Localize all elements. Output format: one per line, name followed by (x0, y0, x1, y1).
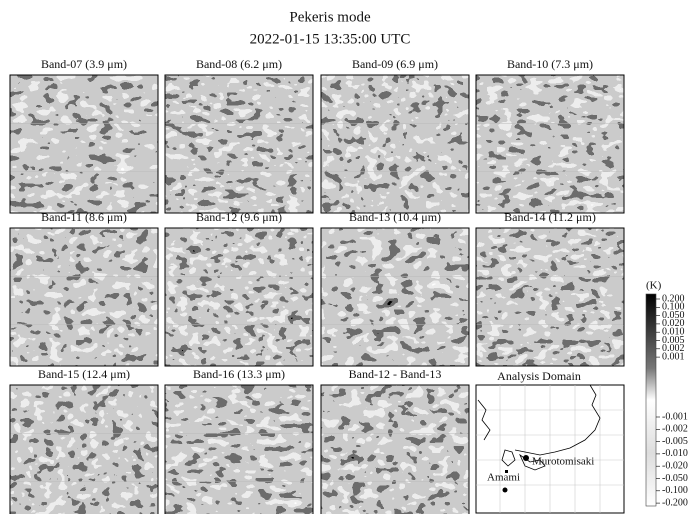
colorbar-tick-label: -0.001 (662, 411, 688, 422)
colorbar: (K) 0.2000.1000.0500.0200.0100.0050.0020… (646, 280, 688, 509)
panel-image (10, 385, 158, 514)
panel-title: Band-11 (8.6 μm) (41, 210, 127, 224)
panel-image (476, 228, 624, 366)
panel-title: Band-12 - Band-13 (349, 367, 442, 381)
site-marker (523, 455, 529, 461)
colorbar-tick-label: -0.020 (662, 460, 688, 471)
panel-title: Band-14 (11.2 μm) (504, 210, 596, 224)
colorbar-tick-label: -0.200 (662, 497, 688, 508)
title: Pekeris mode (289, 9, 371, 25)
colorbar-tick-label: -0.010 (662, 448, 688, 459)
colorbar-tick-label: -0.050 (662, 473, 688, 484)
panel-title: Band-07 (3.9 μm) (41, 57, 127, 71)
colorbar-tick-label: 0.001 (662, 351, 685, 362)
panel-title: Band-09 (6.9 μm) (352, 57, 438, 71)
panel-image (165, 75, 313, 213)
panel-title: Band-16 (13.3 μm) (193, 367, 285, 381)
colorbar-tick-label: -0.100 (662, 485, 688, 496)
site-marker (503, 488, 508, 493)
colorbar-tick-label: -0.002 (662, 424, 688, 435)
map-title: Analysis Domain (497, 369, 581, 383)
panel-image (165, 228, 313, 366)
panel-title: Band-10 (7.3 μm) (507, 57, 593, 71)
panel-image (10, 228, 158, 366)
colorbar-unit: (K) (646, 280, 662, 292)
figure: Pekeris mode 2022-01-15 13:35:00 UTC Ban… (0, 0, 700, 514)
panel-title: Band-15 (12.4 μm) (38, 367, 130, 381)
map-label: Amami (487, 472, 520, 484)
panel-title: Band-08 (6.2 μm) (196, 57, 282, 71)
map-label: Murotomisaki (532, 456, 594, 468)
colorbar-tick-label: -0.005 (662, 436, 688, 447)
panel-image (321, 75, 469, 213)
panel-image (321, 385, 469, 514)
panel-image (476, 75, 624, 213)
panel-title: Band-13 (10.4 μm) (349, 210, 441, 224)
map-panel: Analysis Domain Murotomisaki Amami (476, 369, 624, 513)
panel-image (321, 228, 469, 366)
panel-title: Band-12 (9.6 μm) (196, 210, 282, 224)
panel-image (165, 385, 313, 514)
colorbar-bar (646, 294, 656, 506)
subtitle: 2022-01-15 13:35:00 UTC (250, 31, 411, 47)
panel-image (10, 75, 158, 213)
